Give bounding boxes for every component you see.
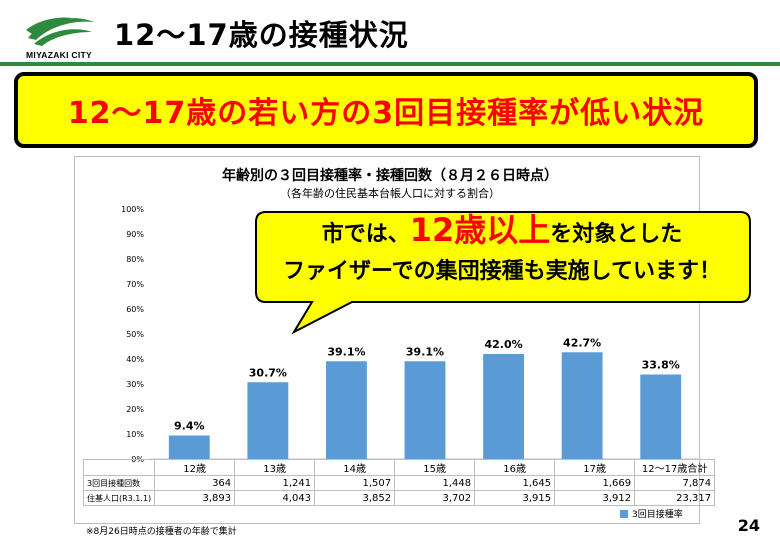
headline-banner-text: 12～17歳の若い方の3回目接種率が低い状況 [67,96,705,131]
callout-line-1: 市では、12歳以上を対象とした [254,212,750,253]
data-label: 30.7% [249,366,287,379]
data-label: 9.4% [174,420,205,433]
y-tick-label: 50% [126,330,144,339]
callout-bubble [255,211,751,335]
callout-suffix: を対象とした [550,222,683,247]
legend-label: 3回目接種率 [632,510,683,520]
table-cell: 1,448 [394,475,476,491]
row-label: 住基人口(R3.1.1) [82,490,156,506]
data-label: 39.1% [406,345,444,358]
bar-series [168,352,682,459]
row-label: 3回目接種回数 [82,475,156,491]
y-tick-label: 90% [126,230,144,239]
table-cell: 1,241 [234,475,316,491]
bar [640,374,682,459]
footnote: ※8月26日時点の接種者の年齢で集計 [86,527,237,537]
table-cell: 364 [154,475,236,491]
headline-banner: 12～17歳の若い方の3回目接種率が低い状況 [14,72,758,148]
bar [326,361,367,459]
logo-emblem-icon [26,17,94,46]
bar [404,361,446,459]
y-tick-label: 70% [126,280,144,289]
table-cell: 3,893 [154,490,236,506]
y-tick-label: 10% [126,430,144,439]
logo-text: MIYAZAKI CITY [26,50,92,60]
category-label: 16歳 [474,459,556,476]
miyazaki-city-logo: MIYAZAKI CITY [14,8,104,64]
table-cell: 3,852 [314,490,396,506]
page-number: 24 [737,516,760,535]
data-label: 33.8% [642,359,680,372]
category-label: 13歳 [234,459,316,476]
table-cell: 4,043 [234,490,316,506]
callout-line-2: ファイザーでの集団接種も実施しています！ [282,259,722,284]
table-cell: 3,912 [554,490,636,506]
table-cell: 7,874 [634,475,716,491]
callout-text: 市では、12歳以上を対象とした ファイザーでの集団接種も実施しています！ [254,212,750,289]
header-divider [0,62,780,66]
bar [561,352,603,459]
data-label: 42.0% [484,338,522,351]
y-tick-label: 80% [126,255,144,264]
data-label: 42.7% [563,336,601,349]
table-cell: 3,915 [474,490,556,506]
y-tick-label: 40% [126,355,144,364]
y-tick-label: 20% [126,405,144,414]
table-cell: 3,702 [394,490,476,506]
table-cell: 1,507 [314,475,396,491]
data-labels: 9.4% 30.7% 39.1% 39.1% 42.0% 42.7% 33.8% [174,336,680,432]
chart-data-table: 12歳 13歳 14歳 15歳 16歳 17歳 12～17歳合計 3回目接種回数… [82,459,716,506]
chart-subtitle: （各年齢の住民基本台帳人口に対する割合） [280,187,500,200]
legend-swatch [620,509,628,518]
chart-legend: 3回目接種率 [620,507,683,520]
table-cell: 1,645 [474,475,556,491]
page-title: 12～17歳の接種状況 [114,18,409,52]
y-tick-label: 30% [126,380,144,389]
bar [483,354,524,459]
category-label: 14歳 [314,459,396,476]
table-corner-cell [82,459,156,476]
y-tick-label: 60% [126,305,144,314]
data-label: 39.1% [327,345,365,358]
table-header-row: 12歳 13歳 14歳 15歳 16歳 17歳 12～17歳合計 [82,459,716,476]
y-tick-label: 100% [121,205,144,214]
category-label: 17歳 [554,459,636,476]
category-label: 15歳 [394,459,476,476]
table-row-population: 住基人口(R3.1.1) 3,893 4,043 3,852 3,702 3,9… [82,490,716,506]
table-cell: 23,317 [634,490,716,506]
category-label: 12～17歳合計 [634,459,716,476]
table-cell: 1,669 [554,475,636,491]
bar [247,382,289,459]
callout-prefix: 市では、 [321,222,410,247]
table-row-doses: 3回目接種回数 364 1,241 1,507 1,448 1,645 1,66… [82,475,716,491]
category-label: 12歳 [154,459,236,476]
bar [168,435,210,459]
callout-highlight: 12歳以上 [409,211,551,249]
chart-title: 年齢別の３回目接種率・接種回数（８月２６日時点） [222,168,558,184]
